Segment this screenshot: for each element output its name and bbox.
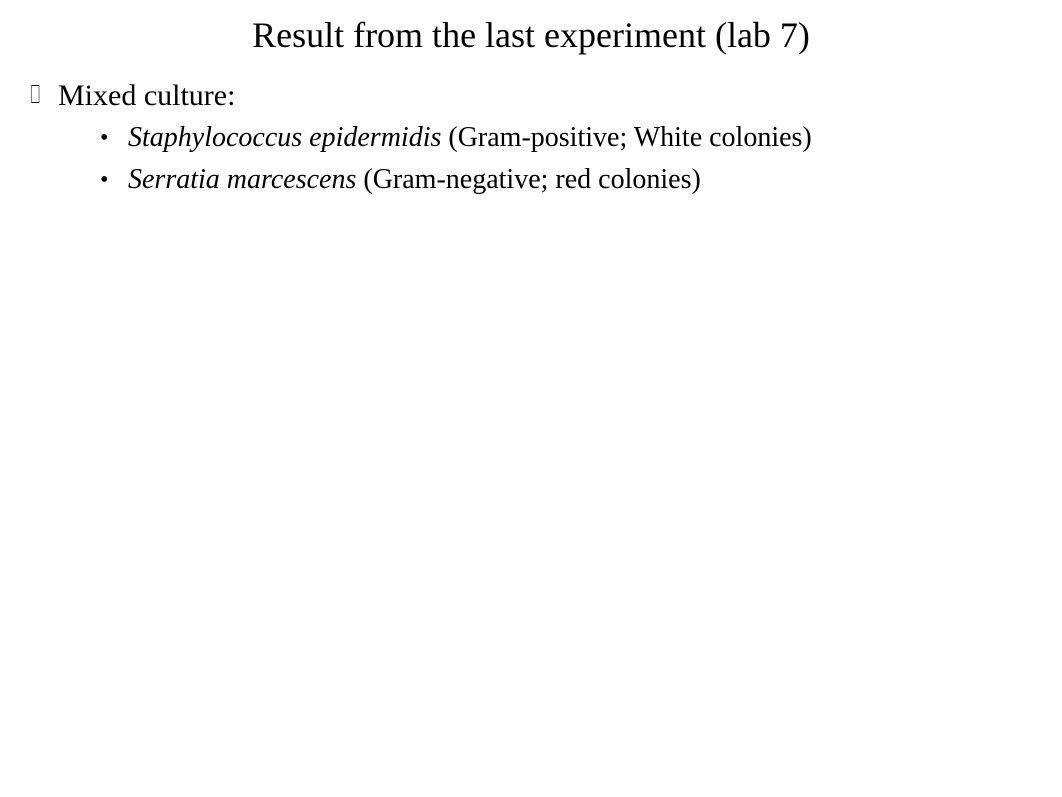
bullet-level1-text: Mixed culture: xyxy=(58,78,235,114)
bullet-level2: • Serratia marcescens (Gram-negative; re… xyxy=(100,162,1032,198)
bullet-level2-text: Staphylococcus epidermidis (Gram-positiv… xyxy=(128,120,812,156)
species-note: (Gram-positive; White colonies) xyxy=(441,122,811,153)
bullet-level2: • Staphylococcus epidermidis (Gram-posit… xyxy=(100,120,1032,156)
slide: Result from the last experiment (lab 7) … xyxy=(0,0,1062,797)
bullet-level1-glyph:  xyxy=(30,78,45,110)
bullet-level2-glyph: • xyxy=(100,123,128,153)
bullet-level2-glyph: • xyxy=(100,165,128,195)
bullet-level1:  Mixed culture: xyxy=(30,78,1032,114)
species-note: (Gram-negative; red colonies) xyxy=(356,164,700,195)
species-name: Serratia marcescens xyxy=(128,164,356,195)
slide-title: Result from the last experiment (lab 7) xyxy=(0,14,1062,56)
slide-content:  Mixed culture: • Staphylococcus epider… xyxy=(30,78,1032,204)
bullet-level2-text: Serratia marcescens (Gram-negative; red … xyxy=(128,162,701,198)
species-name: Staphylococcus epidermidis xyxy=(128,122,441,153)
